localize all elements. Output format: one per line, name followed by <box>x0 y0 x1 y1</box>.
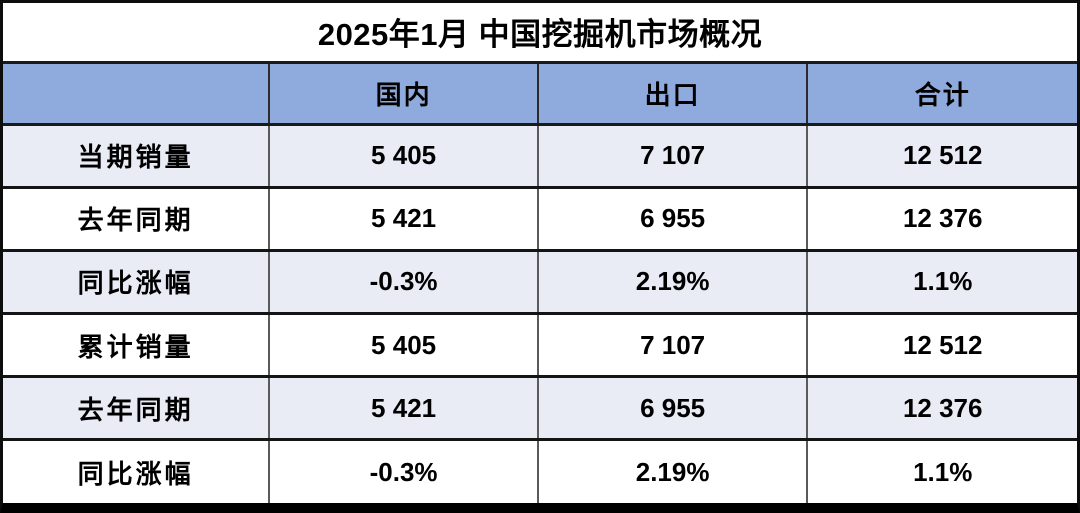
cell-total: 1.1% <box>806 439 1077 503</box>
cell-total: 12 512 <box>806 124 1077 189</box>
table-row: 同比涨幅 -0.3% 2.19% 1.1% <box>3 439 1077 503</box>
cell-domestic: 5 405 <box>268 124 538 189</box>
cell-domestic: -0.3% <box>268 250 538 315</box>
cell-domestic: 5 405 <box>268 313 538 379</box>
table-row: 同比涨幅 -0.3% 2.19% 1.1% <box>3 250 1077 315</box>
cell-export: 7 107 <box>536 124 808 189</box>
cell-domestic: 5 421 <box>268 187 538 252</box>
row-label: 去年同期 <box>3 376 270 442</box>
table-row: 去年同期 5 421 6 955 12 376 <box>3 187 1077 252</box>
table-row: 当期销量 5 405 7 107 12 512 <box>3 124 1077 189</box>
header-export: 出口 <box>536 62 808 126</box>
row-label: 同比涨幅 <box>3 250 270 315</box>
cell-total: 12 376 <box>806 187 1077 252</box>
cell-export: 7 107 <box>536 313 808 379</box>
header-row: 国内 出口 合计 <box>3 62 1077 126</box>
cell-total: 12 512 <box>806 313 1077 379</box>
title-row: 2025年1月 中国挖掘机市场概况 <box>3 3 1077 64</box>
row-label: 同比涨幅 <box>3 439 270 503</box>
table-row: 累计销量 5 405 7 107 12 512 <box>3 313 1077 379</box>
excavator-market-table: 2025年1月 中国挖掘机市场概况 国内 出口 合计 当期销量 5 405 7 … <box>3 3 1077 503</box>
table-title: 2025年1月 中国挖掘机市场概况 <box>3 3 1077 64</box>
cell-export: 2.19% <box>536 439 808 503</box>
cell-export: 6 955 <box>536 187 808 252</box>
cell-domestic: -0.3% <box>268 439 538 503</box>
cell-export: 2.19% <box>536 250 808 315</box>
table-row: 去年同期 5 421 6 955 12 376 <box>3 376 1077 442</box>
row-label: 累计销量 <box>3 313 270 379</box>
cell-export: 6 955 <box>536 376 808 442</box>
cell-domestic: 5 421 <box>268 376 538 442</box>
row-label: 当期销量 <box>3 124 270 189</box>
cell-total: 12 376 <box>806 376 1077 442</box>
header-total: 合计 <box>806 62 1077 126</box>
cell-total: 1.1% <box>806 250 1077 315</box>
header-empty-cell <box>3 62 270 126</box>
row-label: 去年同期 <box>3 187 270 252</box>
header-domestic: 国内 <box>268 62 538 126</box>
